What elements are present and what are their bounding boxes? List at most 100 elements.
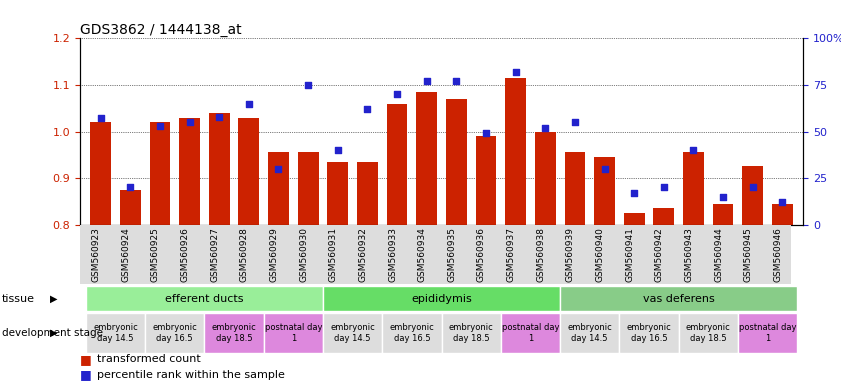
Bar bbox=[179, 118, 200, 225]
Bar bbox=[535, 131, 556, 225]
Point bbox=[272, 166, 285, 172]
Bar bbox=[743, 166, 763, 225]
Text: vas deferens: vas deferens bbox=[643, 293, 715, 304]
FancyBboxPatch shape bbox=[204, 313, 264, 353]
Point bbox=[717, 194, 730, 200]
Point bbox=[94, 116, 108, 122]
Text: GSM560935: GSM560935 bbox=[447, 227, 457, 282]
Text: GSM560940: GSM560940 bbox=[595, 227, 605, 282]
Text: GSM560938: GSM560938 bbox=[537, 227, 545, 282]
FancyBboxPatch shape bbox=[86, 313, 145, 353]
Text: embryonic
day 18.5: embryonic day 18.5 bbox=[212, 323, 257, 343]
Bar bbox=[298, 152, 319, 225]
FancyBboxPatch shape bbox=[323, 286, 560, 311]
Text: GDS3862 / 1444138_at: GDS3862 / 1444138_at bbox=[80, 23, 241, 37]
Text: embryonic
day 14.5: embryonic day 14.5 bbox=[568, 323, 612, 343]
Text: GSM560946: GSM560946 bbox=[774, 227, 782, 282]
Text: GSM560936: GSM560936 bbox=[477, 227, 486, 282]
Text: GSM560945: GSM560945 bbox=[743, 227, 753, 282]
Bar bbox=[150, 122, 170, 225]
FancyBboxPatch shape bbox=[738, 313, 797, 353]
Point bbox=[390, 91, 404, 98]
FancyBboxPatch shape bbox=[323, 313, 383, 353]
FancyBboxPatch shape bbox=[442, 313, 500, 353]
Point bbox=[213, 114, 226, 120]
Text: embryonic
day 16.5: embryonic day 16.5 bbox=[389, 323, 434, 343]
Point bbox=[538, 125, 552, 131]
Text: GSM560928: GSM560928 bbox=[240, 227, 249, 282]
Text: GSM560941: GSM560941 bbox=[625, 227, 634, 282]
Bar bbox=[476, 136, 496, 225]
Text: GSM560926: GSM560926 bbox=[181, 227, 189, 282]
Point bbox=[242, 101, 256, 107]
Text: tissue: tissue bbox=[2, 293, 34, 304]
Text: embryonic
day 16.5: embryonic day 16.5 bbox=[152, 323, 197, 343]
Text: GSM560930: GSM560930 bbox=[299, 227, 308, 282]
Point bbox=[775, 199, 789, 205]
Text: efferent ducts: efferent ducts bbox=[165, 293, 244, 304]
Point bbox=[746, 184, 759, 190]
Point bbox=[450, 78, 463, 84]
Point bbox=[687, 147, 701, 153]
Bar bbox=[683, 152, 704, 225]
Bar bbox=[712, 204, 733, 225]
Text: ■: ■ bbox=[80, 368, 92, 381]
Bar bbox=[90, 122, 111, 225]
Point bbox=[569, 119, 582, 125]
Point bbox=[153, 123, 167, 129]
Point bbox=[420, 78, 433, 84]
Bar bbox=[239, 118, 259, 225]
Text: GSM560934: GSM560934 bbox=[418, 227, 426, 282]
FancyBboxPatch shape bbox=[383, 313, 442, 353]
Point bbox=[598, 166, 611, 172]
Text: GSM560932: GSM560932 bbox=[358, 227, 368, 282]
Point bbox=[182, 119, 196, 125]
Text: postnatal day
1: postnatal day 1 bbox=[739, 323, 796, 343]
Bar bbox=[416, 92, 437, 225]
Text: GSM560927: GSM560927 bbox=[210, 227, 220, 282]
Text: embryonic
day 16.5: embryonic day 16.5 bbox=[627, 323, 671, 343]
Point bbox=[361, 106, 374, 112]
Text: ▶: ▶ bbox=[50, 328, 58, 338]
Text: development stage: development stage bbox=[2, 328, 103, 338]
Point bbox=[301, 82, 315, 88]
Text: percentile rank within the sample: percentile rank within the sample bbox=[97, 370, 284, 380]
FancyBboxPatch shape bbox=[619, 313, 679, 353]
Text: embryonic
day 14.5: embryonic day 14.5 bbox=[331, 323, 375, 343]
Bar bbox=[624, 213, 644, 225]
FancyBboxPatch shape bbox=[264, 313, 323, 353]
Text: ■: ■ bbox=[80, 353, 92, 366]
Point bbox=[657, 184, 670, 190]
FancyBboxPatch shape bbox=[560, 313, 619, 353]
Bar bbox=[772, 204, 793, 225]
Text: epididymis: epididymis bbox=[411, 293, 472, 304]
Point bbox=[479, 130, 493, 136]
Text: GSM560939: GSM560939 bbox=[566, 227, 575, 282]
FancyBboxPatch shape bbox=[86, 286, 323, 311]
Text: embryonic
day 18.5: embryonic day 18.5 bbox=[449, 323, 494, 343]
Point bbox=[509, 69, 522, 75]
Bar bbox=[653, 209, 674, 225]
Bar bbox=[357, 162, 378, 225]
FancyBboxPatch shape bbox=[560, 286, 797, 311]
Text: GSM560931: GSM560931 bbox=[329, 227, 338, 282]
Text: GSM560942: GSM560942 bbox=[655, 227, 664, 282]
Point bbox=[627, 190, 641, 196]
Text: GSM560943: GSM560943 bbox=[685, 227, 694, 282]
Bar bbox=[564, 152, 585, 225]
Text: GSM560925: GSM560925 bbox=[151, 227, 160, 282]
Text: transformed count: transformed count bbox=[97, 354, 200, 364]
Text: GSM560924: GSM560924 bbox=[121, 227, 130, 282]
Point bbox=[124, 184, 137, 190]
Bar bbox=[446, 99, 467, 225]
Text: embryonic
day 14.5: embryonic day 14.5 bbox=[93, 323, 138, 343]
Bar bbox=[327, 162, 348, 225]
Bar bbox=[120, 190, 140, 225]
Point bbox=[331, 147, 345, 153]
Text: postnatal day
1: postnatal day 1 bbox=[265, 323, 322, 343]
Text: ▶: ▶ bbox=[50, 293, 58, 304]
FancyBboxPatch shape bbox=[80, 225, 791, 284]
Bar bbox=[505, 78, 526, 225]
Text: GSM560933: GSM560933 bbox=[388, 227, 397, 282]
Text: embryonic
day 18.5: embryonic day 18.5 bbox=[686, 323, 731, 343]
